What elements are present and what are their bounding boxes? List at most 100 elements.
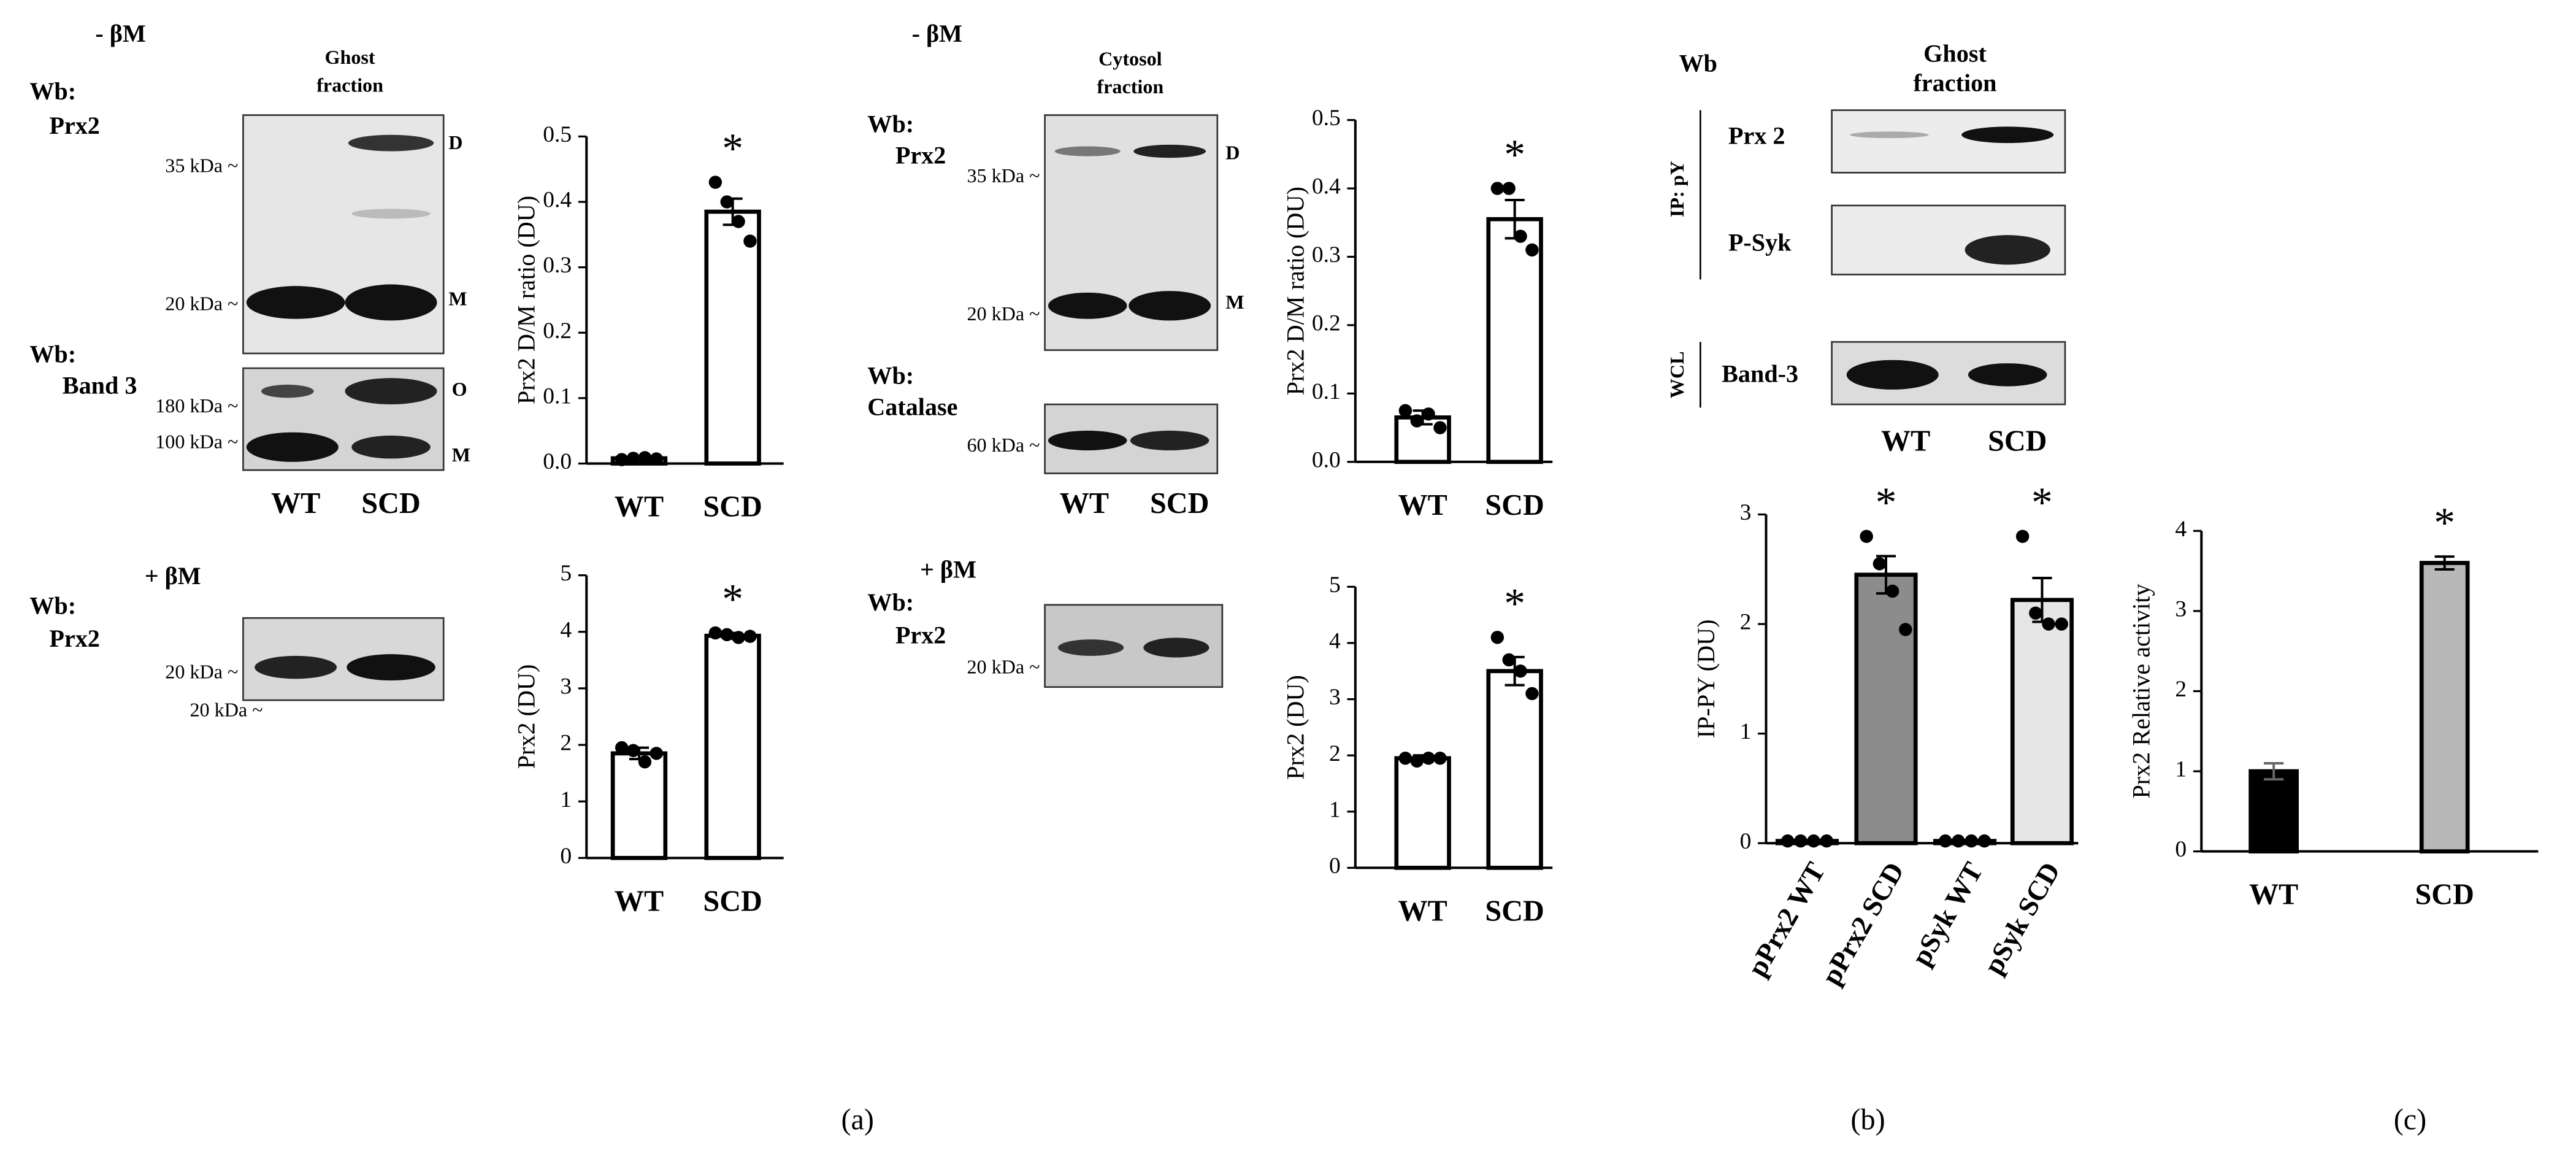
x-tick-label: SCD	[703, 491, 762, 523]
bar	[2419, 561, 2470, 853]
bar	[2010, 598, 2074, 845]
data-point	[1952, 834, 1965, 848]
y-tick-label: 0.3	[1312, 242, 1341, 268]
band	[1850, 131, 1929, 139]
data-point	[1433, 421, 1447, 434]
data-point	[1965, 834, 1978, 848]
data-point	[1525, 687, 1539, 701]
data-point	[2029, 606, 2042, 620]
label: O	[452, 378, 467, 400]
band	[345, 284, 437, 321]
x-tick-label: pSyk WT	[1905, 857, 1989, 971]
data-point	[626, 744, 640, 757]
panel-label: (a)	[841, 1104, 874, 1136]
bar	[1394, 756, 1451, 870]
label: fraction	[1097, 75, 1163, 98]
label: Ghost	[1923, 39, 1987, 67]
x-tick-label: WT	[2249, 879, 2298, 911]
y-tick-label: 2	[560, 731, 572, 756]
label: 20 kDa ~	[165, 661, 238, 683]
data-point	[732, 215, 745, 228]
band	[255, 655, 337, 679]
y-tick-label: 4	[1329, 629, 1341, 654]
data-point	[2015, 530, 2030, 543]
panel-label: (c)	[2394, 1104, 2427, 1136]
label: D	[1225, 141, 1240, 163]
y-tick-label: 0.2	[543, 318, 572, 344]
data-point	[1490, 631, 1505, 644]
data-point	[1939, 834, 1952, 848]
significance-star: *	[1876, 479, 1897, 526]
data-point	[720, 195, 734, 209]
label: fraction	[1913, 69, 1996, 97]
data-point	[1422, 752, 1435, 765]
data-point	[638, 451, 652, 464]
data-point	[1873, 557, 1887, 571]
band	[1130, 430, 1209, 451]
data-point	[708, 175, 723, 189]
label: Wb:	[29, 341, 76, 368]
panel-label: (b)	[1850, 1104, 1885, 1136]
band	[1058, 639, 1124, 656]
y-tick-label: 3	[2175, 596, 2187, 622]
band	[1968, 363, 2047, 387]
data-point	[1525, 243, 1539, 257]
data-point	[708, 626, 723, 640]
data-point	[1422, 407, 1435, 421]
y-tick-label: 0	[1740, 829, 1752, 854]
x-tick-label: WT	[615, 491, 664, 523]
band	[351, 435, 431, 459]
data-point	[1410, 754, 1424, 768]
data-point	[1899, 623, 1912, 636]
label: Wb:	[29, 591, 76, 619]
label: 60 kDa ~	[967, 434, 1040, 456]
y-tick-label: 0.5	[543, 122, 572, 147]
data-point	[615, 453, 629, 466]
data-point	[2042, 617, 2055, 631]
label: Ghost	[324, 46, 375, 68]
x-tick-label: pSyk SCD	[1977, 857, 2066, 979]
band	[246, 286, 345, 319]
x-tick-label: SCD	[1485, 895, 1544, 927]
label: - βM	[912, 20, 962, 47]
data-point	[1514, 664, 1527, 678]
significance-star: *	[722, 125, 743, 172]
y-tick-label: 0	[2175, 837, 2187, 862]
data-point	[1410, 414, 1424, 428]
label: SCD	[361, 487, 420, 520]
significance-star: *	[1504, 131, 1525, 179]
y-tick-label: 2	[2175, 677, 2187, 702]
data-point	[1502, 653, 1516, 667]
y-tick-label: 4	[2175, 517, 2187, 542]
data-point	[1977, 834, 1991, 848]
label: 20 kDa ~	[165, 293, 238, 315]
label: + βM	[145, 562, 201, 590]
label: SCD	[1150, 487, 1209, 520]
data-point	[743, 630, 757, 643]
band	[1048, 292, 1127, 319]
y-tick-label: 3	[1740, 500, 1752, 525]
data-point	[743, 234, 757, 248]
error-bar	[2434, 555, 2455, 571]
y-tick-label: 1	[2175, 757, 2187, 782]
data-point	[1433, 752, 1447, 765]
y-tick-label: 1	[1329, 797, 1341, 822]
y-axis-label: Prx2 D/M ratio (DU)	[1281, 187, 1309, 395]
y-tick-label: 0.0	[543, 449, 572, 474]
bar	[704, 633, 761, 860]
label: 20 kDa ~	[967, 302, 1040, 325]
data-point	[1781, 834, 1795, 848]
label: Wb	[1679, 49, 1718, 77]
label: M	[1225, 291, 1244, 313]
data-point	[720, 628, 734, 642]
band	[1054, 146, 1121, 156]
y-tick-label: 0.1	[1312, 379, 1341, 404]
y-tick-label: 0.5	[1312, 106, 1341, 131]
label: WT	[1060, 487, 1109, 520]
label: Prx2	[49, 625, 100, 652]
label: Band 3	[63, 371, 137, 399]
band	[246, 432, 339, 462]
y-tick-label: 0.1	[543, 383, 572, 409]
data-point	[1514, 229, 1527, 243]
label: M	[452, 444, 470, 466]
